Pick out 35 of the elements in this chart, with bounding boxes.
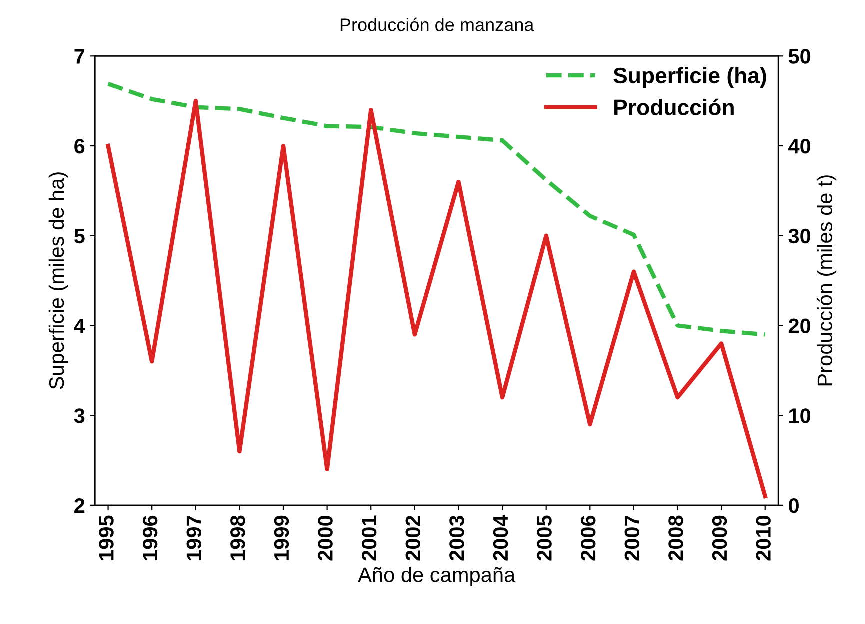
y-tick-label: 5: [74, 229, 85, 244]
y2-tick-label: 0: [789, 498, 799, 514]
x-tick-label: 2000: [318, 516, 333, 561]
y2-tick-label: 50: [788, 49, 811, 64]
x-tick-label: 2008: [668, 516, 684, 561]
x-tick-label: 2010: [756, 516, 771, 561]
x-tick-label: 2009: [712, 516, 728, 561]
x-tick-label: 1996: [142, 516, 158, 560]
x-tick-label: 2007: [624, 516, 640, 561]
y-tick-label: 6: [74, 139, 85, 154]
y-axis-title: Superficie (miles de ha): [48, 172, 68, 390]
x-tick-label: 2001: [362, 516, 377, 561]
y2-tick-label: 20: [788, 318, 811, 334]
x-tick-label: 2003: [450, 516, 464, 561]
y-tick-label: 2: [74, 498, 85, 513]
x-axis-title: Año de campaña: [358, 567, 516, 586]
legend-label: Producción: [614, 98, 734, 116]
chart-title: Producción de manzana: [340, 18, 534, 32]
y2-tick-label: 30: [788, 228, 811, 244]
x-tick-label: 2005: [537, 516, 552, 561]
line-series: [106, 99, 768, 499]
y-tick-label: 7: [74, 49, 85, 64]
x-tick-label: 2002: [406, 516, 421, 561]
x-tick-label: 1999: [274, 516, 290, 560]
y-tick-label: 4: [74, 318, 86, 334]
x-tick-label: 1995: [99, 516, 114, 560]
y2-tick-label: 10: [790, 408, 811, 424]
y2-axis-title: Producción (miles de t): [816, 176, 837, 386]
y-tick-label: 3: [74, 408, 85, 424]
x-tick-label: 1998: [230, 516, 246, 560]
x-tick-label: 2004: [493, 515, 508, 561]
legend-label: Superficie (ha): [614, 67, 766, 88]
y2-tick-label: 40: [788, 139, 811, 154]
x-tick-label: 1997: [186, 516, 202, 560]
x-tick-label: 2006: [580, 516, 596, 561]
